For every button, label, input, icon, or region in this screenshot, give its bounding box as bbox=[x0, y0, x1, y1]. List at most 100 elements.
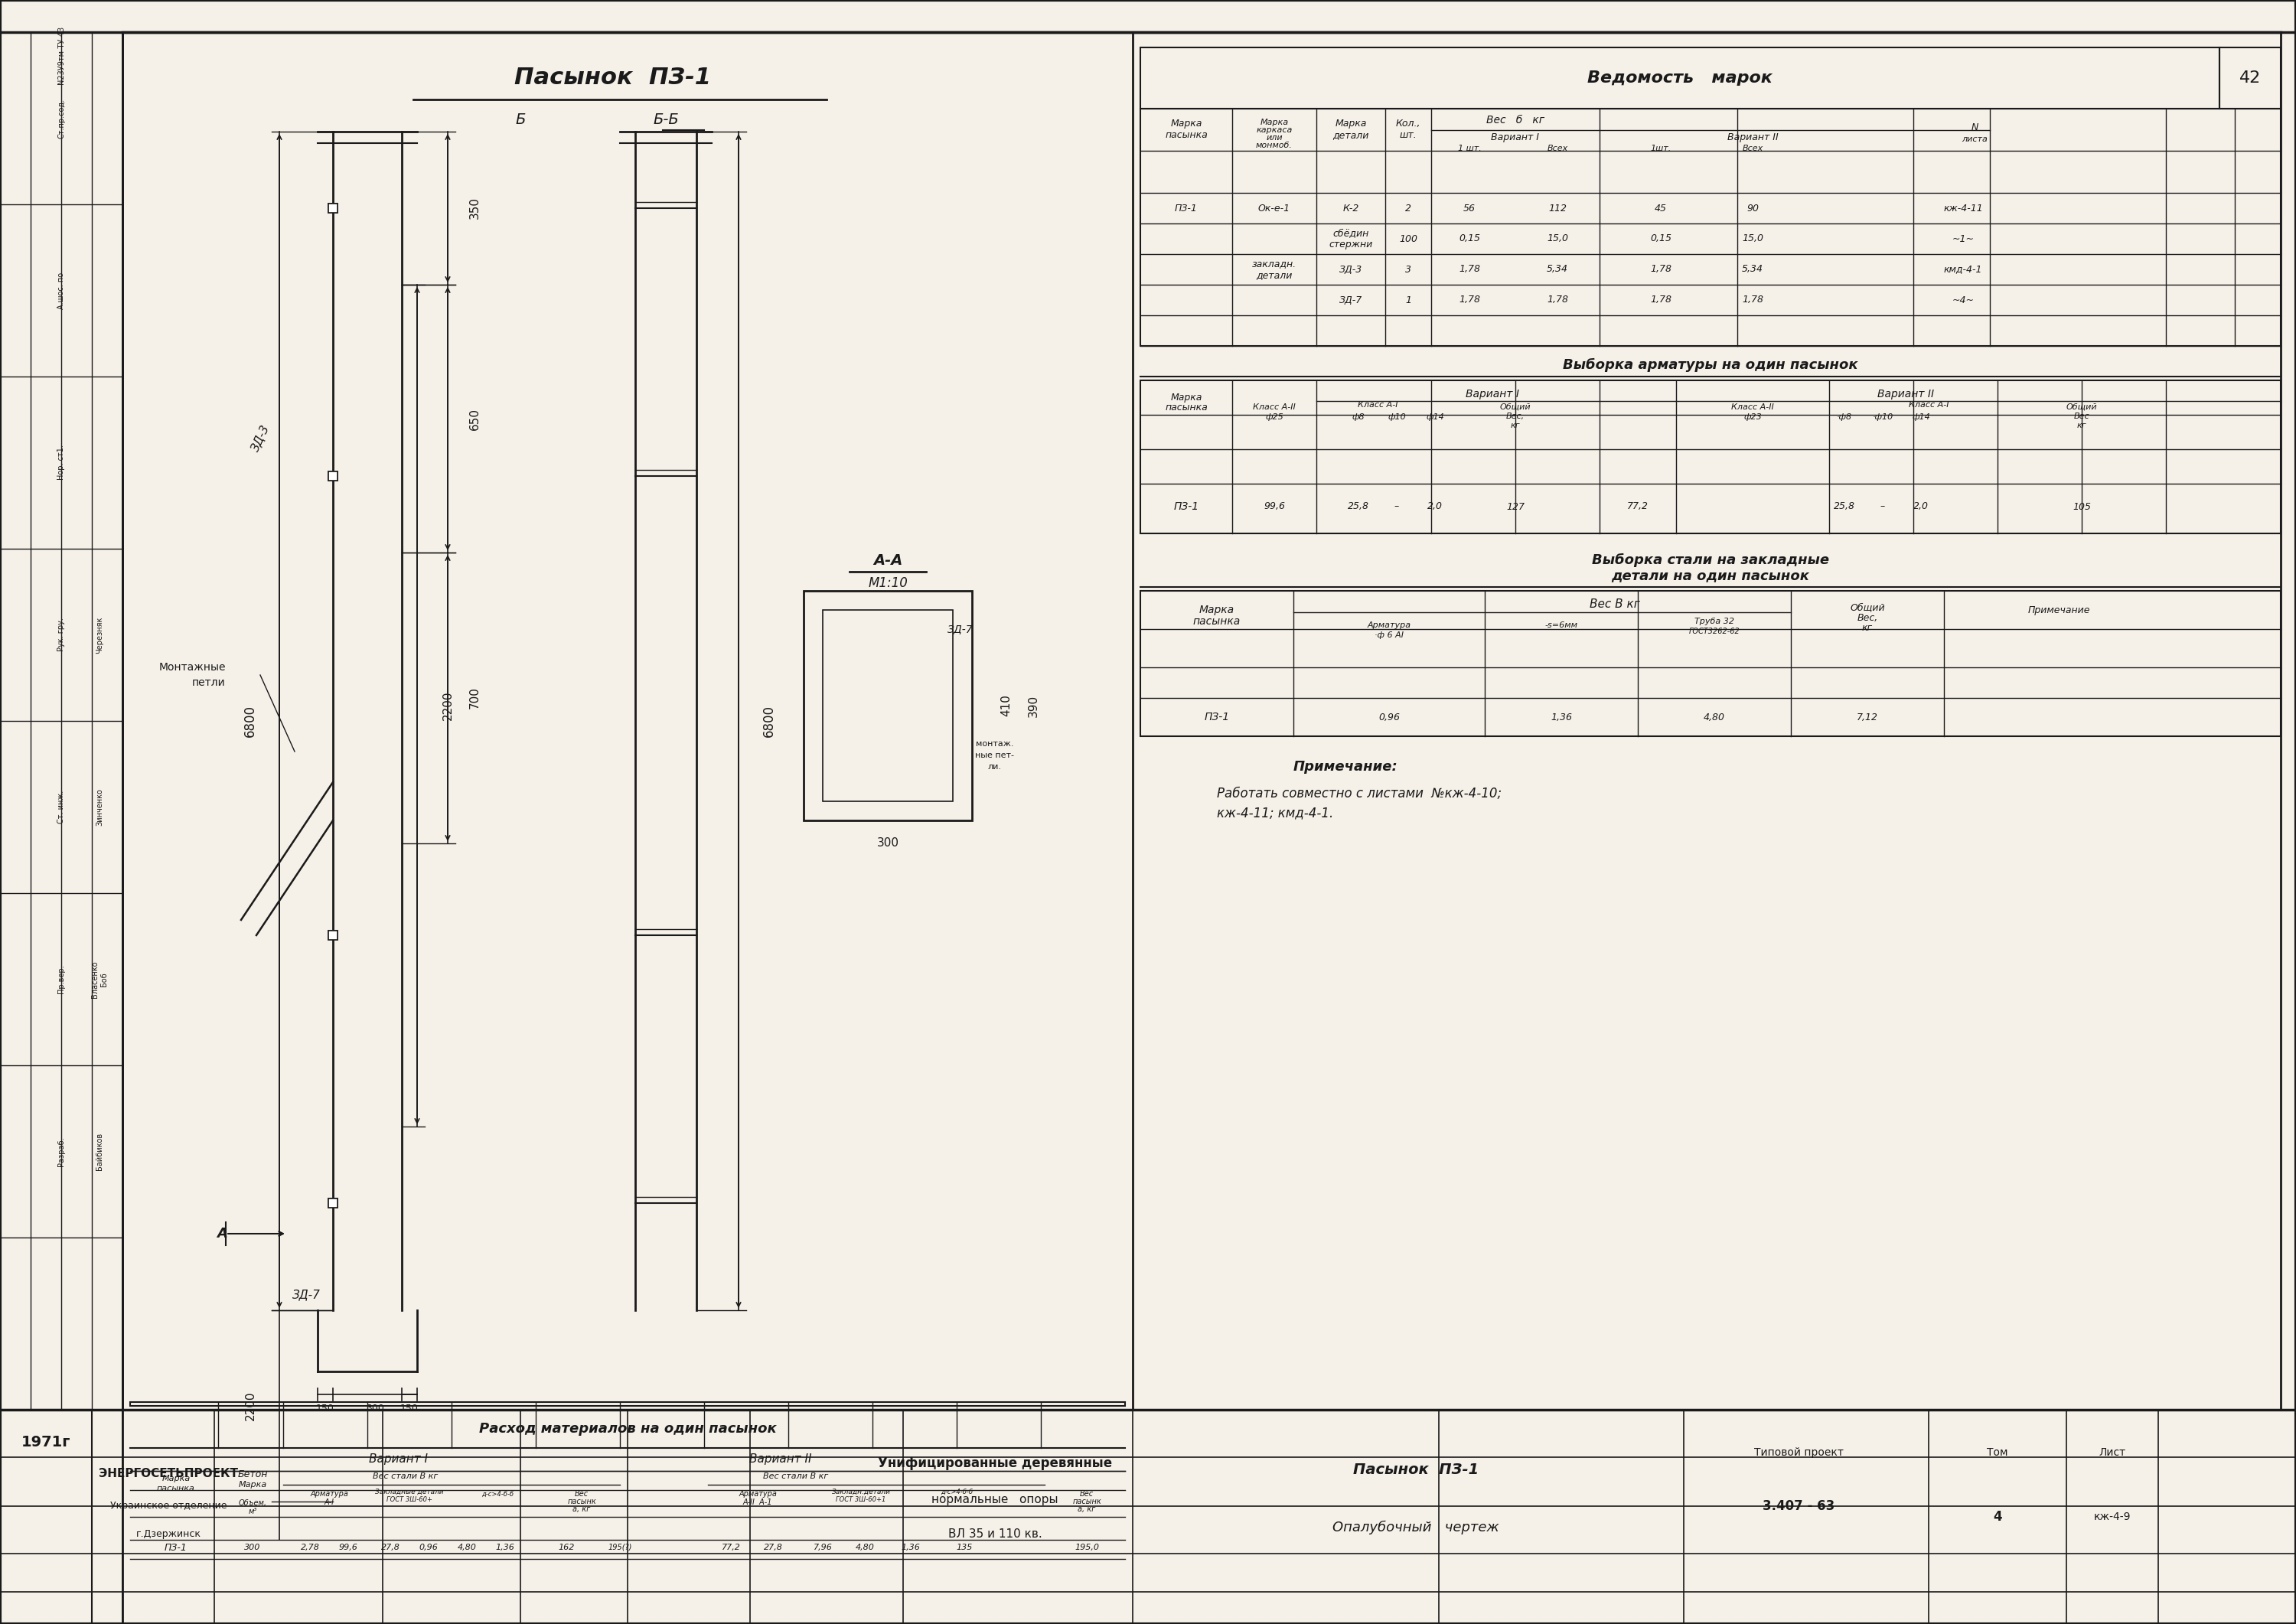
Bar bbox=[0, 1410, 92, 1624]
Text: Бетон: Бетон bbox=[236, 1470, 269, 1479]
Text: Общий: Общий bbox=[1851, 603, 1885, 612]
Text: ЗД-7: ЗД-7 bbox=[1339, 296, 1362, 305]
Text: пасынка: пасынка bbox=[1164, 130, 1208, 140]
Text: кг: кг bbox=[2078, 422, 2087, 429]
Text: А.шос. по: А.шос. по bbox=[57, 273, 64, 309]
Text: Примечание:: Примечание: bbox=[1293, 760, 1398, 773]
Text: нормальные   опоры: нормальные опоры bbox=[932, 1494, 1058, 1505]
Text: Ведомость   марок: Ведомость марок bbox=[1587, 70, 1773, 86]
Bar bbox=[328, 471, 338, 481]
Text: 650: 650 bbox=[468, 408, 480, 430]
Text: кг: кг bbox=[1862, 622, 1874, 632]
Text: 4,80: 4,80 bbox=[1704, 713, 1724, 723]
Text: или: или bbox=[1265, 133, 1283, 141]
Text: 7,12: 7,12 bbox=[1857, 713, 1878, 723]
Text: Всех: Всех bbox=[1548, 145, 1568, 153]
Bar bbox=[131, 1402, 1125, 1406]
Text: 300: 300 bbox=[877, 838, 900, 849]
Text: 77,2: 77,2 bbox=[1628, 502, 1649, 512]
Text: 56: 56 bbox=[1463, 203, 1476, 213]
Text: 390: 390 bbox=[1029, 695, 1038, 716]
Text: Общий: Общий bbox=[2066, 403, 2096, 411]
Text: 1: 1 bbox=[1405, 296, 1412, 305]
Text: Ст.пр.сод.: Ст.пр.сод. bbox=[57, 99, 64, 138]
Text: 27,8: 27,8 bbox=[765, 1544, 783, 1551]
Text: Марка: Марка bbox=[239, 1481, 266, 1489]
Text: ные пет-: ные пет- bbox=[976, 752, 1015, 758]
Text: 195(?): 195(?) bbox=[608, 1544, 631, 1551]
Text: 77,2: 77,2 bbox=[721, 1544, 739, 1551]
Text: 25,8: 25,8 bbox=[1835, 502, 1855, 512]
Bar bbox=[328, 203, 338, 213]
Text: Вариант II: Вариант II bbox=[748, 1453, 813, 1465]
Text: 2,0: 2,0 bbox=[1428, 502, 1442, 512]
Text: Пасынок  ПЗ-1: Пасынок ПЗ-1 bbox=[514, 67, 712, 89]
Text: д-с>4-б-б: д-с>4-б-б bbox=[482, 1491, 514, 1497]
Text: А-I: А-I bbox=[324, 1499, 335, 1505]
Text: Нор. ст1.: Нор. ст1. bbox=[57, 445, 64, 481]
Text: Пр.вер.: Пр.вер. bbox=[57, 965, 64, 994]
Bar bbox=[328, 931, 338, 940]
Text: 0,15: 0,15 bbox=[1651, 234, 1671, 244]
Text: Закладные детали: Закладные детали bbox=[374, 1488, 443, 1496]
Text: пасынка: пасынка bbox=[1164, 403, 1208, 412]
Text: ГОСТ 3Ш-60+: ГОСТ 3Ш-60+ bbox=[386, 1496, 432, 1502]
Text: а, кг: а, кг bbox=[572, 1505, 590, 1514]
Text: а, кг: а, кг bbox=[1077, 1505, 1095, 1514]
Text: 6800: 6800 bbox=[243, 705, 257, 737]
Text: ф14: ф14 bbox=[1913, 412, 1931, 421]
Text: 150: 150 bbox=[317, 1403, 335, 1413]
Text: Лист: Лист bbox=[2099, 1447, 2126, 1458]
Text: Унифицированные деревянные: Унифицированные деревянные bbox=[877, 1457, 1111, 1470]
Text: 6800: 6800 bbox=[762, 705, 776, 737]
Text: ф8: ф8 bbox=[1352, 412, 1364, 421]
Text: д-с>4-б-б: д-с>4-б-б bbox=[941, 1488, 974, 1496]
Text: 25,8: 25,8 bbox=[1348, 502, 1368, 512]
Text: Объем,: Объем, bbox=[239, 1499, 266, 1507]
Text: монтаж.: монтаж. bbox=[976, 741, 1015, 747]
Text: 0,96: 0,96 bbox=[420, 1544, 439, 1551]
Text: 99,6: 99,6 bbox=[1263, 502, 1286, 512]
Text: Арматура: Арматура bbox=[310, 1491, 349, 1497]
Text: ~1~: ~1~ bbox=[1952, 234, 1975, 244]
Text: Класс А-I: Класс А-I bbox=[1357, 401, 1398, 409]
Text: Вес стали В кг: Вес стали В кг bbox=[762, 1473, 829, 1479]
Text: ф23: ф23 bbox=[1743, 412, 1761, 421]
Text: пасынк: пасынк bbox=[1072, 1497, 1102, 1505]
Text: 1,78: 1,78 bbox=[1548, 296, 1568, 305]
Text: сбёдин
стержни: сбёдин стержни bbox=[1329, 227, 1373, 250]
Text: Марка: Марка bbox=[1261, 119, 1288, 127]
Text: ф10: ф10 bbox=[1387, 412, 1405, 421]
Text: 105: 105 bbox=[2073, 502, 2092, 512]
Bar bbox=[122, 32, 2280, 1410]
Text: –: – bbox=[1394, 502, 1398, 512]
Text: Украинское отделение: Украинское отделение bbox=[110, 1501, 227, 1510]
Text: Марка: Марка bbox=[1334, 119, 1366, 128]
Text: 1,36: 1,36 bbox=[902, 1544, 921, 1551]
Text: петли: петли bbox=[193, 677, 225, 689]
Text: 3: 3 bbox=[1405, 265, 1412, 274]
Text: Арматура: Арматура bbox=[739, 1491, 776, 1497]
Text: пасынка: пасынка bbox=[156, 1484, 195, 1492]
Text: Монтажные: Монтажные bbox=[158, 663, 225, 672]
Text: Труба 32: Труба 32 bbox=[1694, 617, 1733, 625]
Text: Зинченко: Зинченко bbox=[96, 788, 103, 825]
Text: Том: Том bbox=[1986, 1447, 2009, 1458]
Text: Опалубочный   чертеж: Опалубочный чертеж bbox=[1332, 1520, 1499, 1535]
Text: кмд-4-1: кмд-4-1 bbox=[1945, 265, 1981, 274]
Text: 1,78: 1,78 bbox=[1458, 265, 1481, 274]
Text: Вес стали В кг: Вес стали В кг bbox=[372, 1473, 439, 1479]
Text: Всех: Всех bbox=[1743, 145, 1763, 153]
Text: Класс А-II: Класс А-II bbox=[1254, 403, 1295, 411]
Text: кг: кг bbox=[1511, 422, 1520, 429]
Text: Б-Б: Б-Б bbox=[652, 114, 680, 127]
Text: 1,36: 1,36 bbox=[1550, 713, 1573, 723]
Text: Марка: Марка bbox=[1199, 604, 1235, 615]
Text: 2,78: 2,78 bbox=[301, 1544, 319, 1551]
Text: детали: детали bbox=[1332, 130, 1368, 140]
Text: Вес,: Вес, bbox=[1506, 412, 1525, 421]
Text: ЗД-7: ЗД-7 bbox=[948, 624, 974, 635]
Text: Разраб.: Разраб. bbox=[57, 1137, 64, 1166]
Text: Арматура: Арматура bbox=[1366, 622, 1412, 628]
Text: ф25: ф25 bbox=[1265, 412, 1283, 421]
